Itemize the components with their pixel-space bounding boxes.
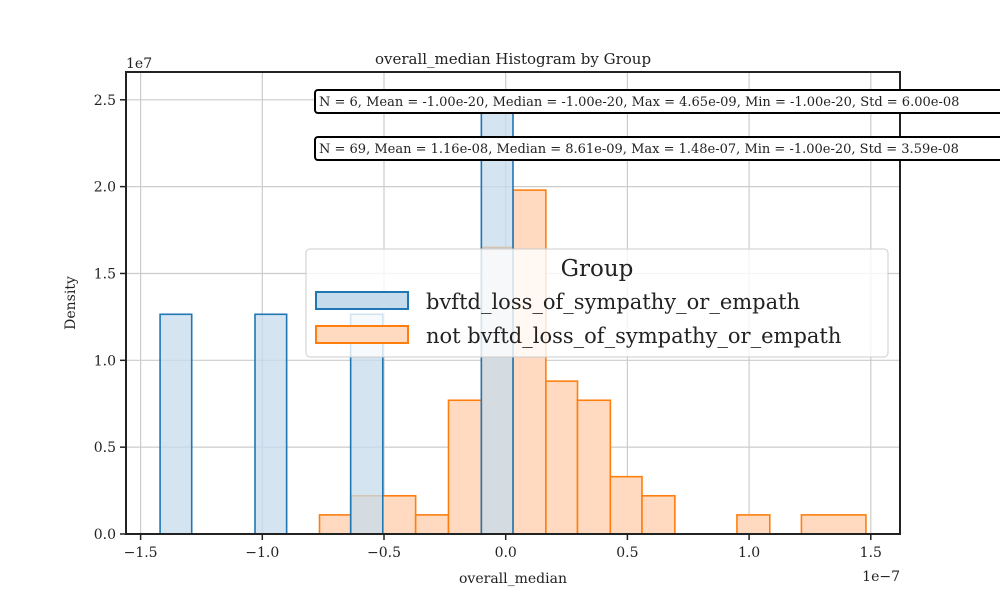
stats-text-bvftd: N = 6, Mean = -1.00e-20, Median = -1.00e…: [319, 95, 959, 110]
x-tick-label: −0.5: [367, 545, 401, 561]
histogram-bar: [512, 189, 547, 535]
legend-title: Group: [561, 256, 634, 282]
histogram-bar: [609, 475, 643, 535]
x-axis-label: overall_median: [459, 571, 567, 587]
stats-annotation-not-bvftd: N = 69, Mean = 1.16e-08, Median = 8.61e-…: [314, 136, 1000, 161]
x-offset-label: 1e−7: [862, 569, 900, 585]
legend-entry-bvftd: bvftd_loss_of_sympathy_or_empath: [426, 290, 800, 314]
chart-title: overall_median Histogram by Group: [375, 50, 651, 68]
y-tick-label: 1.5: [94, 266, 116, 282]
legend-swatch-not-bvftd: [315, 325, 409, 344]
stats-annotation-bvftd: N = 6, Mean = -1.00e-20, Median = -1.00e…: [314, 89, 1000, 114]
y-tick-label: 2.0: [94, 180, 116, 196]
y-tick-label: 1.0: [94, 353, 116, 369]
plot-frame: [125, 71, 901, 535]
legend-box: [305, 248, 889, 358]
histogram-bar: [736, 514, 771, 535]
histogram-bar: [545, 380, 579, 535]
x-tick-label: −1.5: [124, 545, 158, 561]
histogram-bar: [641, 494, 676, 535]
series-not-bvftd-bars: [318, 189, 867, 535]
histogram-bar: [800, 514, 867, 535]
x-tick-label: 0.5: [616, 545, 638, 561]
x-tick-label: 1.0: [738, 545, 760, 561]
histogram-bar: [318, 514, 352, 535]
x-tick-label: 1.5: [860, 545, 882, 561]
histogram-bar: [414, 514, 450, 535]
legend-entry-not-bvftd: not bvftd_loss_of_sympathy_or_empath: [426, 324, 841, 348]
x-tick-label: −1.0: [245, 545, 279, 561]
histogram-bar: [159, 313, 193, 535]
y-tick-label: 2.5: [94, 93, 116, 109]
y-tick-label: 0.5: [94, 440, 116, 456]
x-axis-ticks: −1.5 −1.0 −0.5 0.0 0.5 1.0 1.5: [124, 534, 882, 561]
x-tick-label: 0.0: [495, 545, 517, 561]
histogram-bar: [254, 313, 288, 535]
y-offset-label: 1e7: [126, 56, 152, 72]
stats-text-not-bvftd: N = 69, Mean = 1.16e-08, Median = 8.61e-…: [319, 142, 959, 157]
y-axis-ticks: 0.0 0.5 1.0 1.5 2.0 2.5: [94, 93, 126, 543]
histogram-bar: [576, 399, 612, 535]
y-tick-label: 0.0: [94, 527, 116, 543]
y-axis-label: Density: [63, 276, 79, 330]
histogram-bar: [447, 399, 483, 535]
legend: Group bvftd_loss_of_sympathy_or_empath n…: [305, 248, 889, 358]
legend-swatch-bvftd: [315, 291, 409, 310]
